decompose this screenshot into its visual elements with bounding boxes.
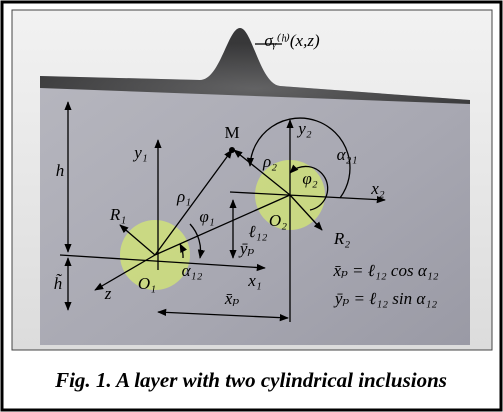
label: α₂₁ <box>337 145 358 164</box>
label: ȳₚ <box>238 239 255 258</box>
figure: σᵧ⁽ʰ⁾(x,z) M y₁ y₂ h h̃ ρ₁ ρ₂ α₂₁ φ₂ x₂ … <box>0 0 503 412</box>
equation: ȳₚ = ℓ₁₂ sin α₁₂ <box>333 289 437 308</box>
label: h̃ <box>54 274 63 293</box>
stress-label: σᵧ⁽ʰ⁾(x,z) <box>264 31 320 50</box>
label: φ₁ <box>199 207 214 226</box>
label: α₁₂ <box>182 261 203 280</box>
label: R₂ <box>333 229 350 248</box>
label: O₁ <box>138 274 156 293</box>
caption: Fig. 1. A layer with two cylindrical inc… <box>54 368 447 392</box>
label: y₂ <box>296 119 312 138</box>
label: φ₂ <box>302 169 317 188</box>
label: h <box>56 161 65 180</box>
label: M <box>224 123 239 142</box>
equation: x̄ₚ = ℓ₁₂ cos α₁₂ <box>332 261 438 280</box>
label: y₁ <box>132 143 147 162</box>
label: x̄ₚ <box>224 289 240 308</box>
label: R₁ <box>109 205 126 224</box>
label: x₁ <box>247 271 261 290</box>
label: ρ₁ <box>176 187 191 206</box>
label: O₂ <box>269 211 287 230</box>
point-m <box>229 147 235 153</box>
label: x₂ <box>370 179 385 198</box>
label: z <box>104 284 112 303</box>
label: ρ₂ <box>262 152 277 171</box>
